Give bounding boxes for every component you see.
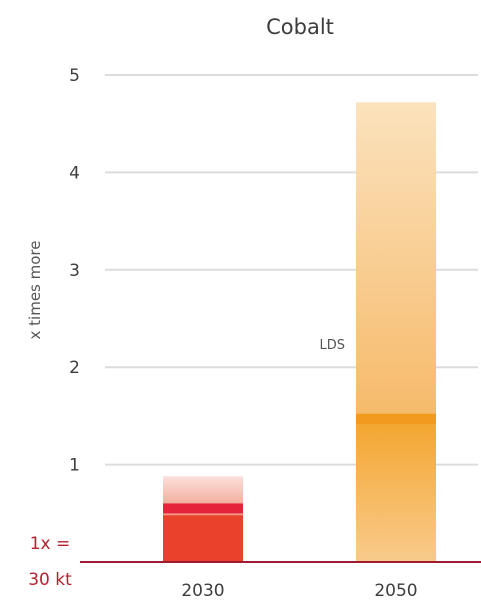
baseline-note-line1: 1x =: [30, 534, 71, 554]
y-tick-label: 4: [69, 163, 80, 183]
x-tick-label: 2050: [374, 581, 417, 601]
bar-2050-core: [356, 418, 436, 562]
y-axis-label: x times more: [26, 241, 44, 340]
x-tick-label: 2030: [181, 581, 224, 601]
bars: LDS: [163, 102, 448, 562]
baseline-note-line2: 30 kt: [28, 570, 72, 590]
y-tick-label: 2: [69, 358, 80, 378]
chart-title: Cobalt: [266, 15, 334, 39]
x-tick-labels: 2030 2050: [181, 581, 417, 601]
lds-label: LDS: [319, 338, 345, 353]
bar-2030-core: [163, 515, 243, 562]
y-tick-labels: 1 2 3 4 5: [69, 66, 80, 476]
bar-2050-marker: [356, 413, 436, 424]
y-tick-label: 1: [69, 456, 80, 476]
y-tick-label: 5: [69, 66, 80, 86]
bar-2030-marker: [163, 503, 243, 514]
y-tick-label: 3: [69, 261, 80, 281]
